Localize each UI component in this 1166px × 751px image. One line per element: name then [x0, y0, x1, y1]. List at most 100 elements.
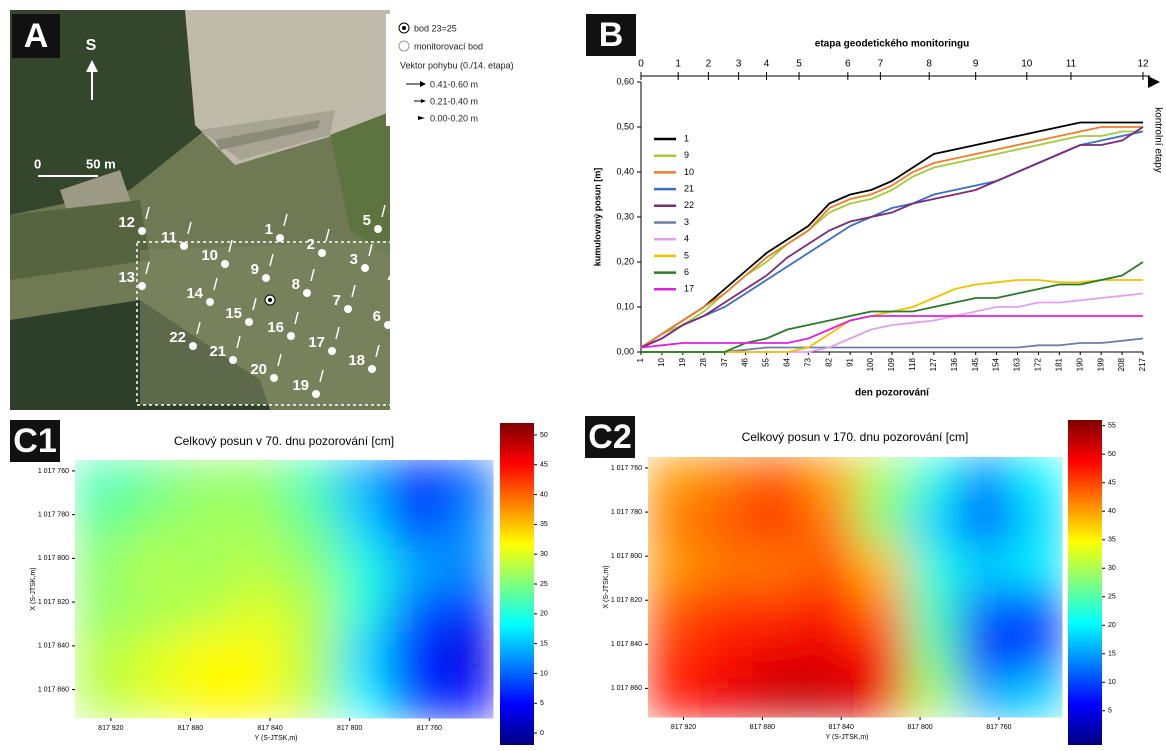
monitoring-point — [206, 298, 214, 306]
colorbar-tick-label: 45 — [540, 462, 548, 469]
colorbar — [500, 423, 534, 745]
y-tick-label: 1 017 860 — [611, 685, 642, 692]
heatmap-cell — [180, 503, 233, 547]
monitoring-point — [287, 332, 295, 340]
heatmap-cell — [232, 546, 285, 590]
heatmap-cell — [959, 630, 1011, 674]
heatmap-cell — [389, 675, 442, 719]
heatmap-cell — [441, 589, 494, 633]
point-label: 19 — [292, 377, 309, 394]
heatmap-cell — [441, 503, 494, 547]
legend-text: bod 23=25 — [414, 23, 457, 33]
heatmap-cell — [180, 460, 233, 504]
x-tick-label: 19 — [678, 357, 687, 366]
heatmap-cell — [232, 503, 285, 547]
colorbar-tick-label: 35 — [540, 521, 548, 528]
heatmap-cell — [907, 630, 959, 674]
y-tick-label: 0,20 — [616, 256, 634, 266]
y-axis-label: kumulovaný posun [m] — [592, 168, 602, 267]
heatmap-cell — [803, 674, 855, 718]
point-label: 21 — [209, 343, 226, 360]
heatmap-cell — [232, 675, 285, 719]
heatmap-cell — [75, 589, 128, 633]
monitoring-point — [221, 260, 229, 268]
legend-text: 0.00-0.20 m — [430, 113, 478, 123]
panel-label: A — [24, 17, 49, 55]
point-label: 22 — [169, 329, 186, 346]
heatmap-cell — [648, 500, 700, 544]
heatmap-cell — [441, 460, 494, 504]
series-line — [641, 316, 1143, 348]
x-tick-label: 1 — [636, 357, 645, 362]
x-tick-label: 817 880 — [178, 725, 203, 732]
x-tick-label: 172 — [1034, 357, 1043, 371]
monitoring-point — [229, 356, 237, 364]
monitoring-point — [374, 225, 382, 233]
x-tick-label: 37 — [720, 357, 729, 366]
heatmap-cell — [700, 674, 752, 718]
top-tick-label: 6 — [845, 59, 851, 70]
x-tick-label: 817 880 — [750, 724, 775, 731]
heatmap-cell — [284, 460, 337, 504]
y-tick-label: 0,40 — [616, 166, 634, 176]
point-label: 16 — [267, 319, 284, 336]
heatmap-field — [75, 460, 494, 719]
heatmap-cell — [648, 674, 700, 718]
x-tick-label: 136 — [950, 357, 959, 371]
map-legend: bod 23=25 monitorovací bod Vektor pohybu… — [386, 14, 562, 126]
legend-label: 6 — [684, 267, 689, 277]
monitoring-point — [384, 321, 392, 329]
heatmap-cell — [127, 546, 180, 590]
y-axis-label: X (S-JTSK,m) — [603, 565, 610, 608]
heatmap-cell — [648, 587, 700, 631]
heatmap-cell — [700, 630, 752, 674]
heatmap-cell — [1010, 630, 1062, 674]
heatmap-cell — [752, 500, 804, 544]
heatmap-cell — [232, 460, 285, 504]
colorbar-tick-label: 25 — [540, 581, 548, 588]
legend-label: 10 — [684, 167, 694, 177]
colorbar-tick-label: 20 — [1108, 622, 1116, 629]
annotation: kontrolní etapy — [1152, 107, 1163, 173]
monitoring-point — [270, 374, 278, 382]
heatmap-cell — [803, 630, 855, 674]
colorbar-tick-label: 10 — [540, 670, 548, 677]
legend-text: Vektor pohybu (0./14. etapa) — [400, 60, 514, 70]
heatmap-cell — [180, 589, 233, 633]
point-label: 1 — [265, 221, 273, 238]
top-tick-label: 8 — [926, 59, 932, 70]
colorbar-tick-label: 50 — [1108, 451, 1116, 458]
x-tick-label: 10 — [657, 357, 666, 366]
y-tick-label: 0,60 — [616, 76, 634, 86]
heatmap-cell — [441, 546, 494, 590]
colorbar-tick-label: 5 — [540, 700, 544, 707]
monitoring-point — [303, 289, 311, 297]
y-tick-label: 1 017 800 — [611, 553, 642, 560]
movement-vector — [407, 262, 410, 274]
monitoring-point — [276, 234, 284, 242]
y-tick-label: 1 017 760 — [611, 465, 642, 472]
x-tick-label: 73 — [803, 357, 812, 366]
x-tick-label: 127 — [929, 357, 938, 371]
heatmap-cell — [75, 503, 128, 547]
x-tick-label: 100 — [866, 357, 875, 371]
x-tick-label: 817 920 — [98, 725, 123, 732]
monitoring-point — [312, 390, 320, 398]
colorbar-tick-label: 50 — [540, 432, 548, 439]
north-label: S — [86, 37, 97, 54]
monitoring-point — [368, 365, 376, 373]
y-tick-label: 1 017 840 — [611, 641, 642, 648]
chart-title: etapa geodetického monitoringu — [815, 39, 969, 50]
point-label: 18 — [348, 352, 365, 369]
heatmap-cell — [1010, 587, 1062, 631]
point-label: 10 — [201, 247, 218, 264]
colorbar-tick-label: 25 — [1108, 594, 1116, 601]
heatmap-cell — [75, 460, 128, 504]
top-tick-label: 11 — [1066, 59, 1077, 70]
panel-label: C2 — [588, 418, 631, 456]
heatmap-cell — [803, 544, 855, 588]
heatmap-cell — [855, 500, 907, 544]
colorbar-tick-label: 10 — [1108, 679, 1116, 686]
heatmap-cell — [855, 457, 907, 501]
colorbar-tick-label: 15 — [540, 640, 548, 647]
